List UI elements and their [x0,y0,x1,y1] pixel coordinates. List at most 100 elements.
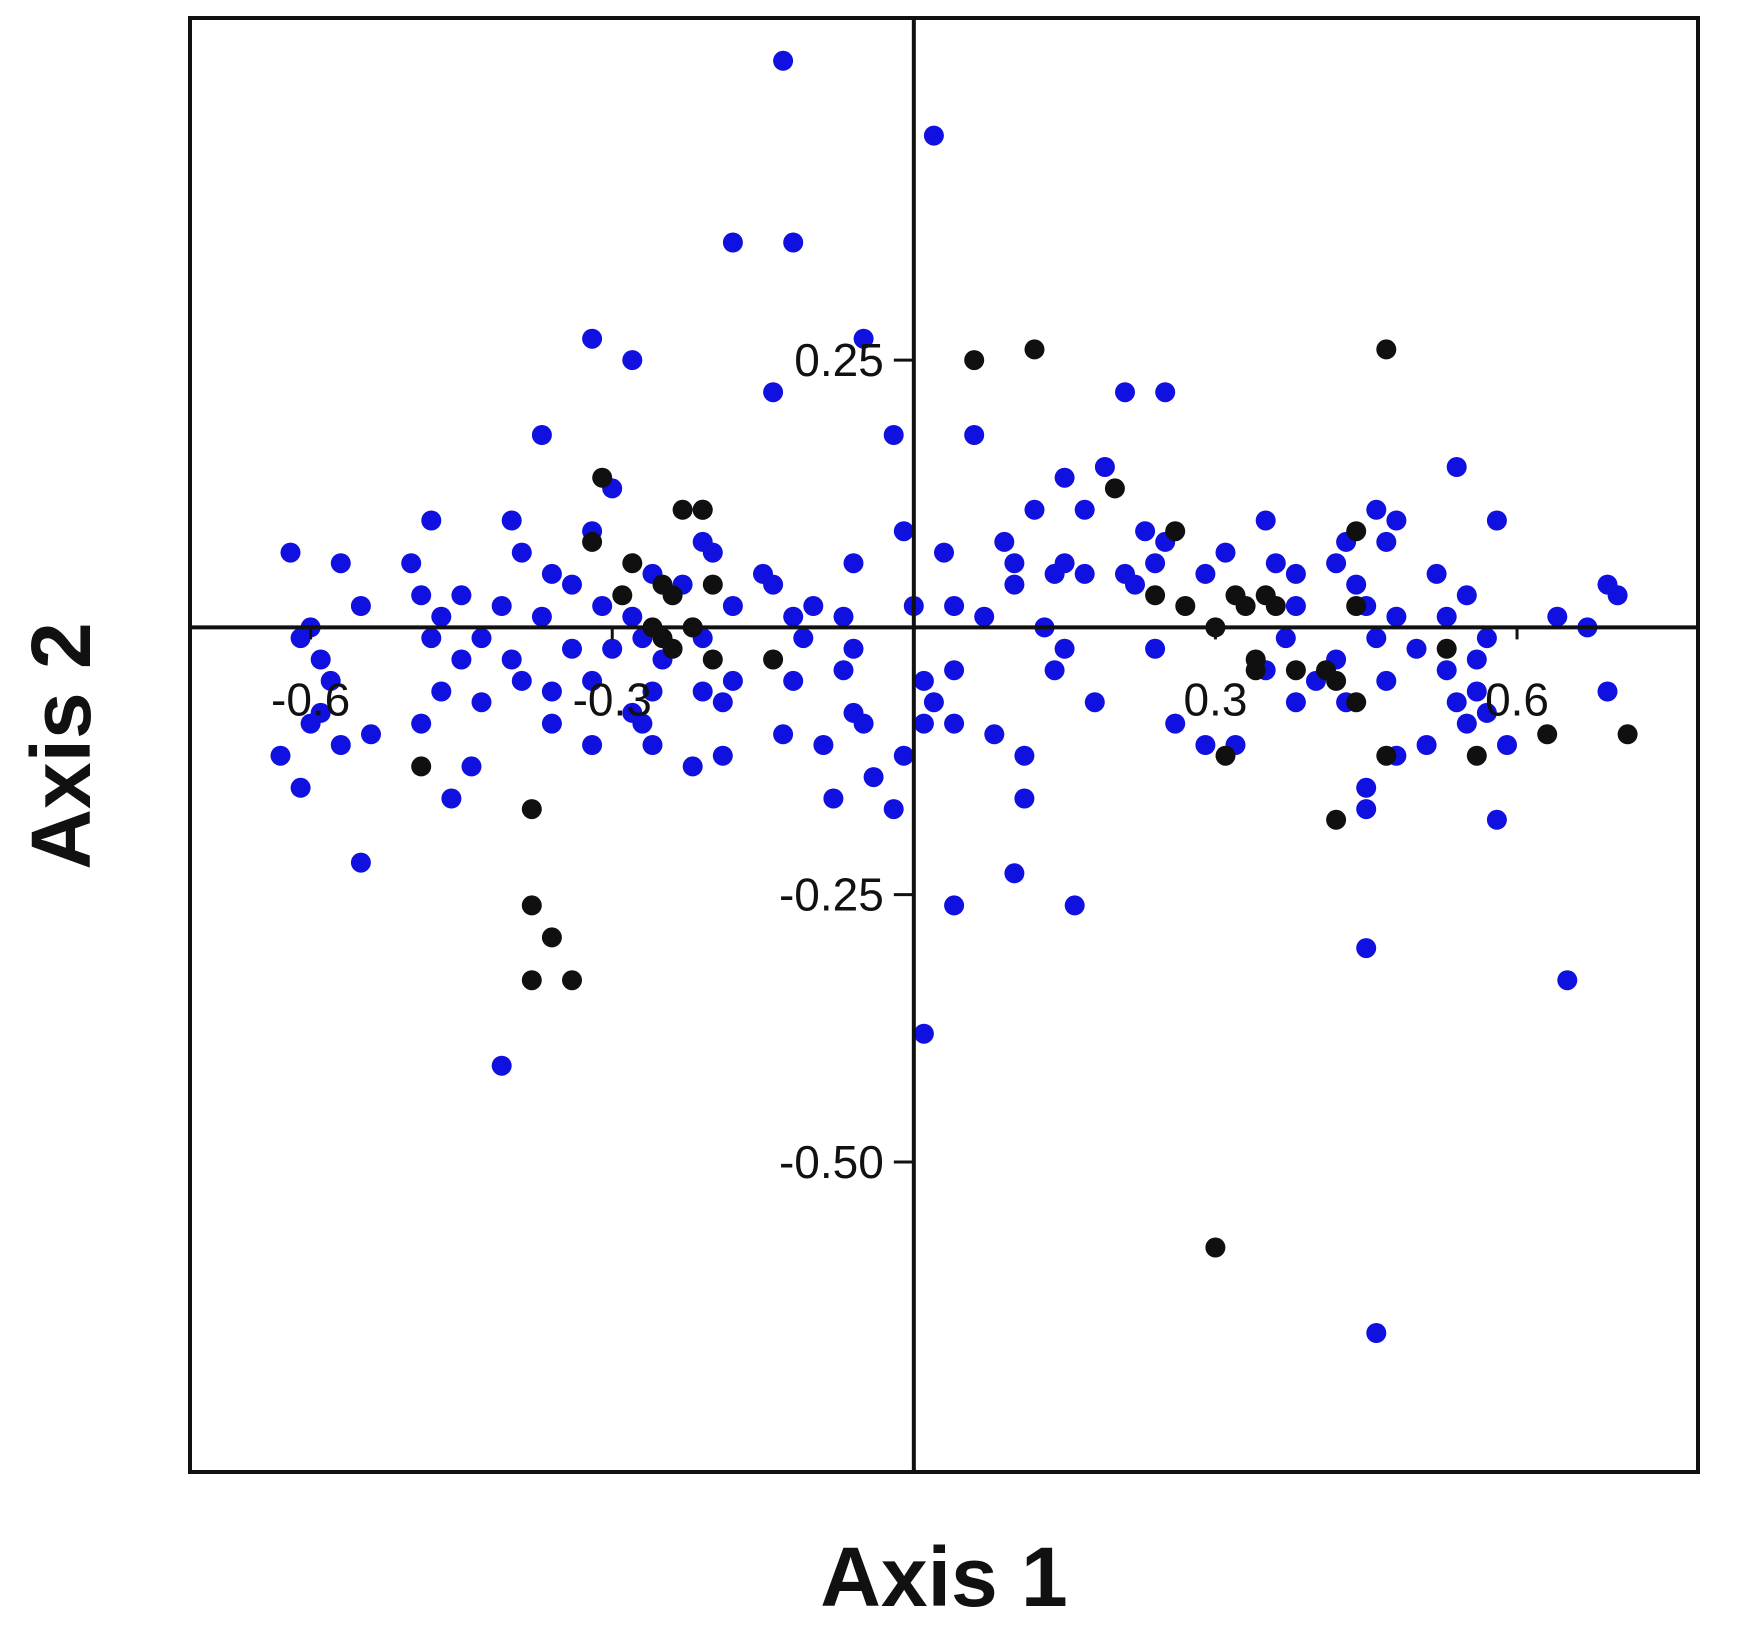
data-point [944,660,965,681]
data-point [1446,692,1467,713]
data-point [491,1055,512,1076]
data-point [1145,585,1166,606]
data-point [1094,457,1115,477]
data-point [1406,638,1427,659]
data-point [582,328,603,349]
data-point [1466,649,1487,670]
data-point [1135,521,1156,542]
data-point [893,521,914,542]
data-point [562,574,582,595]
data-point [783,606,804,627]
data-point [1466,681,1487,702]
x-axis-title: Axis 1 [820,1530,1068,1624]
data-point [823,788,844,809]
data-point [1356,799,1377,820]
data-point [913,1023,934,1044]
data-point [1285,692,1306,713]
data-point [773,724,794,745]
data-point [1376,531,1397,552]
data-point [531,606,552,627]
data-point [1245,660,1266,681]
data-point [1466,745,1487,766]
data-point [1265,553,1286,574]
data-point [1024,499,1045,520]
y-axis-title: Axis 2 [14,622,108,870]
data-point [712,745,733,766]
ticks-layer: -0.6 -0.3 0.3 0.6 0.25 -0.25 -0.50 [271,334,1549,1188]
data-point [1205,1237,1226,1258]
data-point [461,756,482,777]
data-point [923,692,944,713]
data-point [662,585,683,606]
data-point [1376,339,1397,360]
data-point [1446,457,1467,477]
data-point [1326,670,1347,691]
data-point [1486,510,1507,531]
data-point [1557,970,1578,991]
data-point [783,232,804,253]
data-point [773,50,794,71]
data-point [1004,553,1025,574]
data-point [451,649,472,670]
x-tick-label: 0.6 [1485,673,1549,725]
data-point [722,670,743,691]
data-point [582,735,603,755]
data-point [672,499,693,520]
data-point [280,542,301,563]
data-point [1416,735,1437,755]
data-point [1265,596,1286,616]
data-point [350,596,371,616]
data-point [913,713,934,734]
data-point [290,628,311,649]
data-point [622,350,643,371]
data-point [622,553,643,574]
data-point [541,927,562,948]
y-tick-label: 0.25 [794,334,884,386]
data-point [662,638,683,659]
data-point [521,970,542,991]
data-point [562,638,582,659]
data-point [541,681,562,702]
data-point [712,692,733,713]
data-point [320,670,341,691]
data-point [883,425,904,445]
data-point [521,895,542,916]
data-point [541,563,562,584]
data-point [1346,521,1367,542]
data-point [541,713,562,734]
data-point [1285,563,1306,584]
data-point [944,895,965,916]
data-point [1104,478,1125,499]
data-point [501,510,522,531]
data-point [1004,574,1025,595]
data-point [531,425,552,445]
data-point [511,670,532,691]
data-point [1084,692,1105,713]
data-point [1366,1323,1387,1343]
data-point [853,328,874,349]
data-point [1436,606,1457,627]
data-point [883,799,904,820]
data-point [1195,735,1216,755]
data-point [1617,724,1638,745]
data-point [783,670,804,691]
data-point [441,788,462,809]
data-point [361,724,381,745]
data-point [702,542,723,563]
data-point [1074,499,1095,520]
data-point [682,756,703,777]
x-tick-label: -0.3 [573,673,652,725]
data-point [1044,660,1065,681]
data-point [1215,745,1236,766]
data-point [1165,521,1186,542]
data-point [1476,702,1497,723]
data-point [1165,713,1186,734]
data-point [1326,553,1347,574]
data-point [1054,638,1075,659]
data-point [431,606,452,627]
data-point [310,649,331,670]
data-point [582,531,603,552]
data-point [612,585,633,606]
data-point [1275,628,1296,649]
data-point [1285,660,1306,681]
